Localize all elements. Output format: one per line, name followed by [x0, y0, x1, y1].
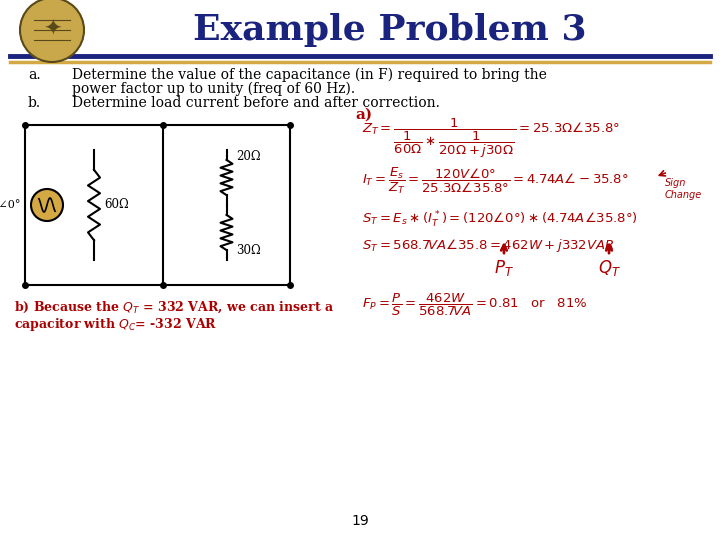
Text: a.: a.	[28, 68, 40, 82]
Text: Sign
Change: Sign Change	[665, 178, 702, 200]
Text: $Q_T$: $Q_T$	[598, 258, 621, 278]
Text: ✦: ✦	[42, 20, 61, 40]
Text: Determine the value of the capacitance (in F) required to bring the: Determine the value of the capacitance (…	[72, 68, 547, 83]
Text: a): a)	[355, 108, 372, 122]
Text: $Z_T = \dfrac{1}{\dfrac{1}{60\Omega} \ast \dfrac{1}{20\Omega + j30\Omega}} = 25.: $Z_T = \dfrac{1}{\dfrac{1}{60\Omega} \as…	[362, 117, 620, 160]
Text: b) Because the $Q_T$ = 332 VAR, we can insert a: b) Because the $Q_T$ = 332 VAR, we can i…	[14, 300, 334, 315]
Text: 19: 19	[351, 514, 369, 528]
Circle shape	[31, 189, 63, 221]
Text: $F_P = \dfrac{P}{S} = \dfrac{462W}{568.7VA} = 0.81$   or   81%: $F_P = \dfrac{P}{S} = \dfrac{462W}{568.7…	[362, 292, 588, 318]
Text: b.: b.	[28, 96, 41, 110]
Text: $I_T = \dfrac{E_s}{Z_T} = \dfrac{120V\angle0°}{25.3\Omega\angle35.8°} = 4.74A\an: $I_T = \dfrac{E_s}{Z_T} = \dfrac{120V\an…	[362, 166, 629, 197]
Text: $S_T = 568.7VA\angle35.8 = 462W + j332VAR$: $S_T = 568.7VA\angle35.8 = 462W + j332VA…	[362, 237, 614, 254]
Text: power factor up to unity (freq of 60 Hz).: power factor up to unity (freq of 60 Hz)…	[72, 82, 355, 97]
Text: Example Problem 3: Example Problem 3	[193, 13, 587, 47]
Text: $S_T = E_s \ast (I^*_T) = (120\angle0°) \ast (4.74A\angle35.8°)$: $S_T = E_s \ast (I^*_T) = (120\angle0°) …	[362, 210, 638, 230]
Text: capacitor with $Q_C$= -332 VAR: capacitor with $Q_C$= -332 VAR	[14, 316, 217, 333]
Text: 20Ω: 20Ω	[236, 151, 261, 164]
Text: $P_T$: $P_T$	[494, 258, 514, 278]
Text: 120V∠0°: 120V∠0°	[0, 200, 21, 210]
Text: Determine load current before and after correction.: Determine load current before and after …	[72, 96, 440, 110]
Text: 30Ω: 30Ω	[236, 244, 261, 256]
Text: 60Ω: 60Ω	[104, 199, 129, 212]
Circle shape	[20, 0, 84, 62]
